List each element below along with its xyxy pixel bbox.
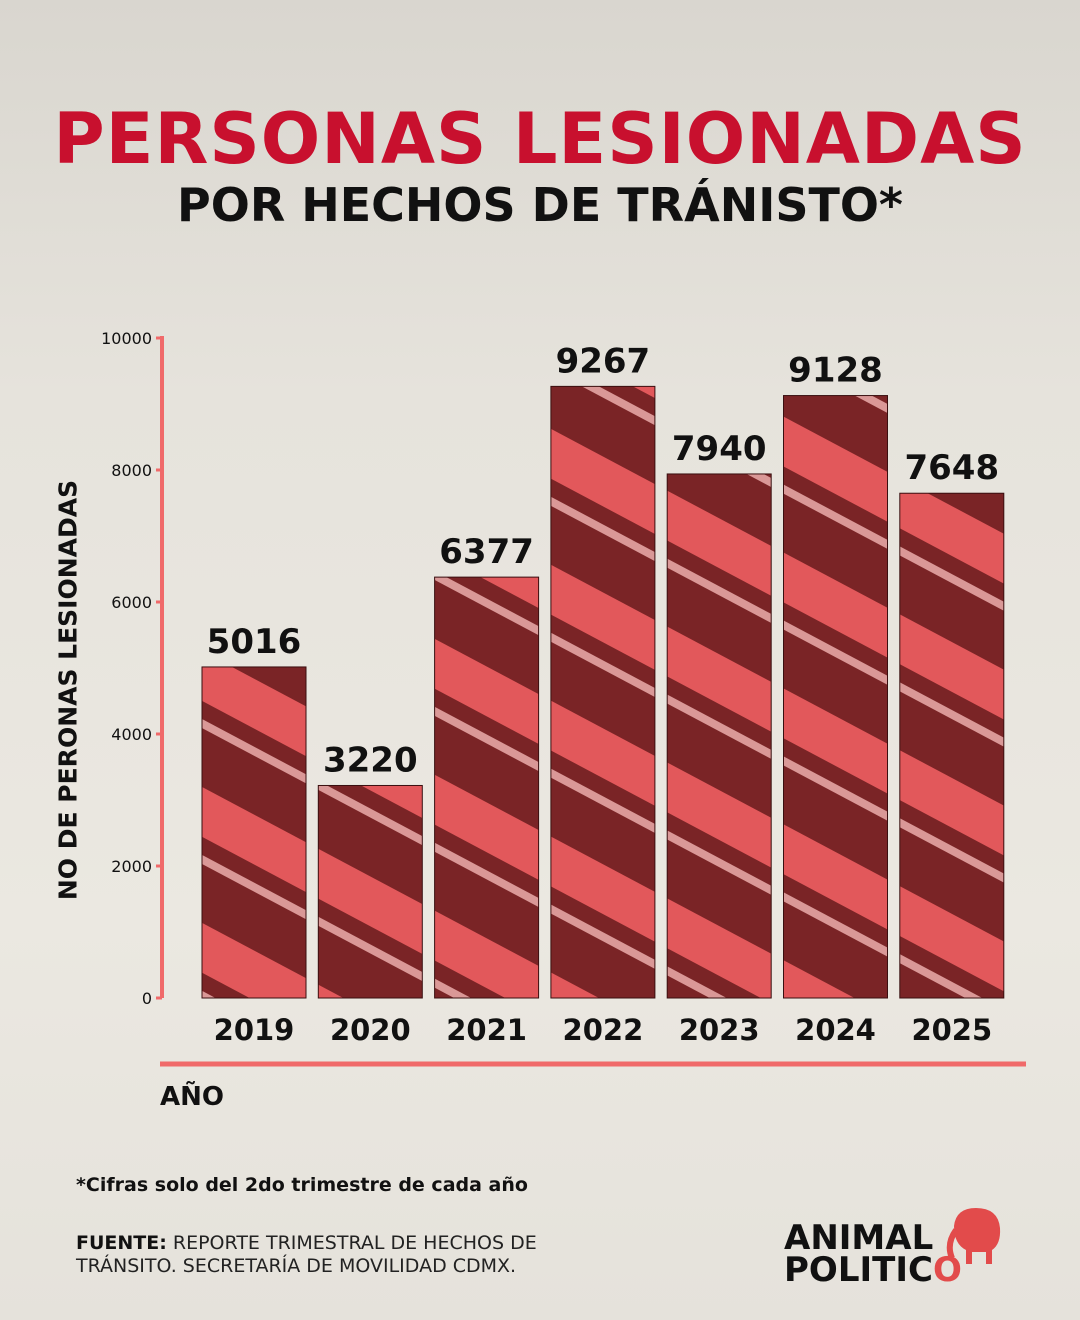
x-tick-label: 2025 [911,1013,992,1047]
source-line-1: REPORTE TRIMESTRAL DE HECHOS DE [172,1232,537,1254]
elephant-icon [946,1208,1001,1264]
x-tick-label: 2020 [330,1013,411,1047]
footnote: *Cifras solo del 2do trimestre de cada a… [76,1174,528,1196]
x-tick-label: 2019 [214,1013,295,1047]
logo-line-1: ANIMAL [784,1218,934,1258]
y-tick-label: 0 [142,989,152,1008]
y-tick-label: 10000 [101,329,152,348]
y-axis-label: NO DE PERONAS LESIONADAS [53,479,83,901]
x-tick-label: 2022 [563,1013,644,1047]
logo-line-2-o: O [932,1250,962,1290]
bar-2022 [550,385,656,999]
y-tick-label: 4000 [111,725,152,744]
bar-2019 [201,666,307,999]
bar-value-label: 7940 [672,429,767,469]
bar-2025 [899,492,1005,999]
bar-value-label: 6377 [439,532,534,572]
bar-2024 [783,395,888,999]
y-tick-label: 2000 [111,857,152,876]
bar-2020 [317,784,423,999]
x-tick-label: 2024 [795,1013,876,1047]
animal-politico-logo: ANIMAL POLITICO [784,1218,962,1287]
source-label: FUENTE: [76,1232,167,1254]
bar-value-label: 9267 [556,341,651,381]
y-tick-label: 6000 [111,593,152,612]
bar-2021 [434,576,540,999]
logo-line-2: POLITIC [784,1250,933,1290]
bar-2023 [666,473,772,999]
chart-subtitle: POR HECHOS DE TRÁNISTO* [177,178,903,232]
x-tick-label: 2023 [679,1013,760,1047]
chart-title: PERSONAS LESIONADAS [53,98,1027,180]
x-tick-label: 2021 [446,1013,527,1047]
source-text: FUENTE: REPORTE TRIMESTRAL DE HECHOS DE … [76,1232,556,1278]
bar-value-label: 5016 [207,622,302,662]
bar-value-label: 9128 [788,351,883,391]
source-line-2: TRÁNSITO. SECRETARÍA DE MOVILIDAD CDMX. [76,1255,517,1277]
x-axis-label: AÑO [160,1082,224,1112]
bar-value-label: 7648 [904,448,999,488]
bar-value-label: 3220 [323,740,418,780]
y-tick-label: 8000 [111,461,152,480]
